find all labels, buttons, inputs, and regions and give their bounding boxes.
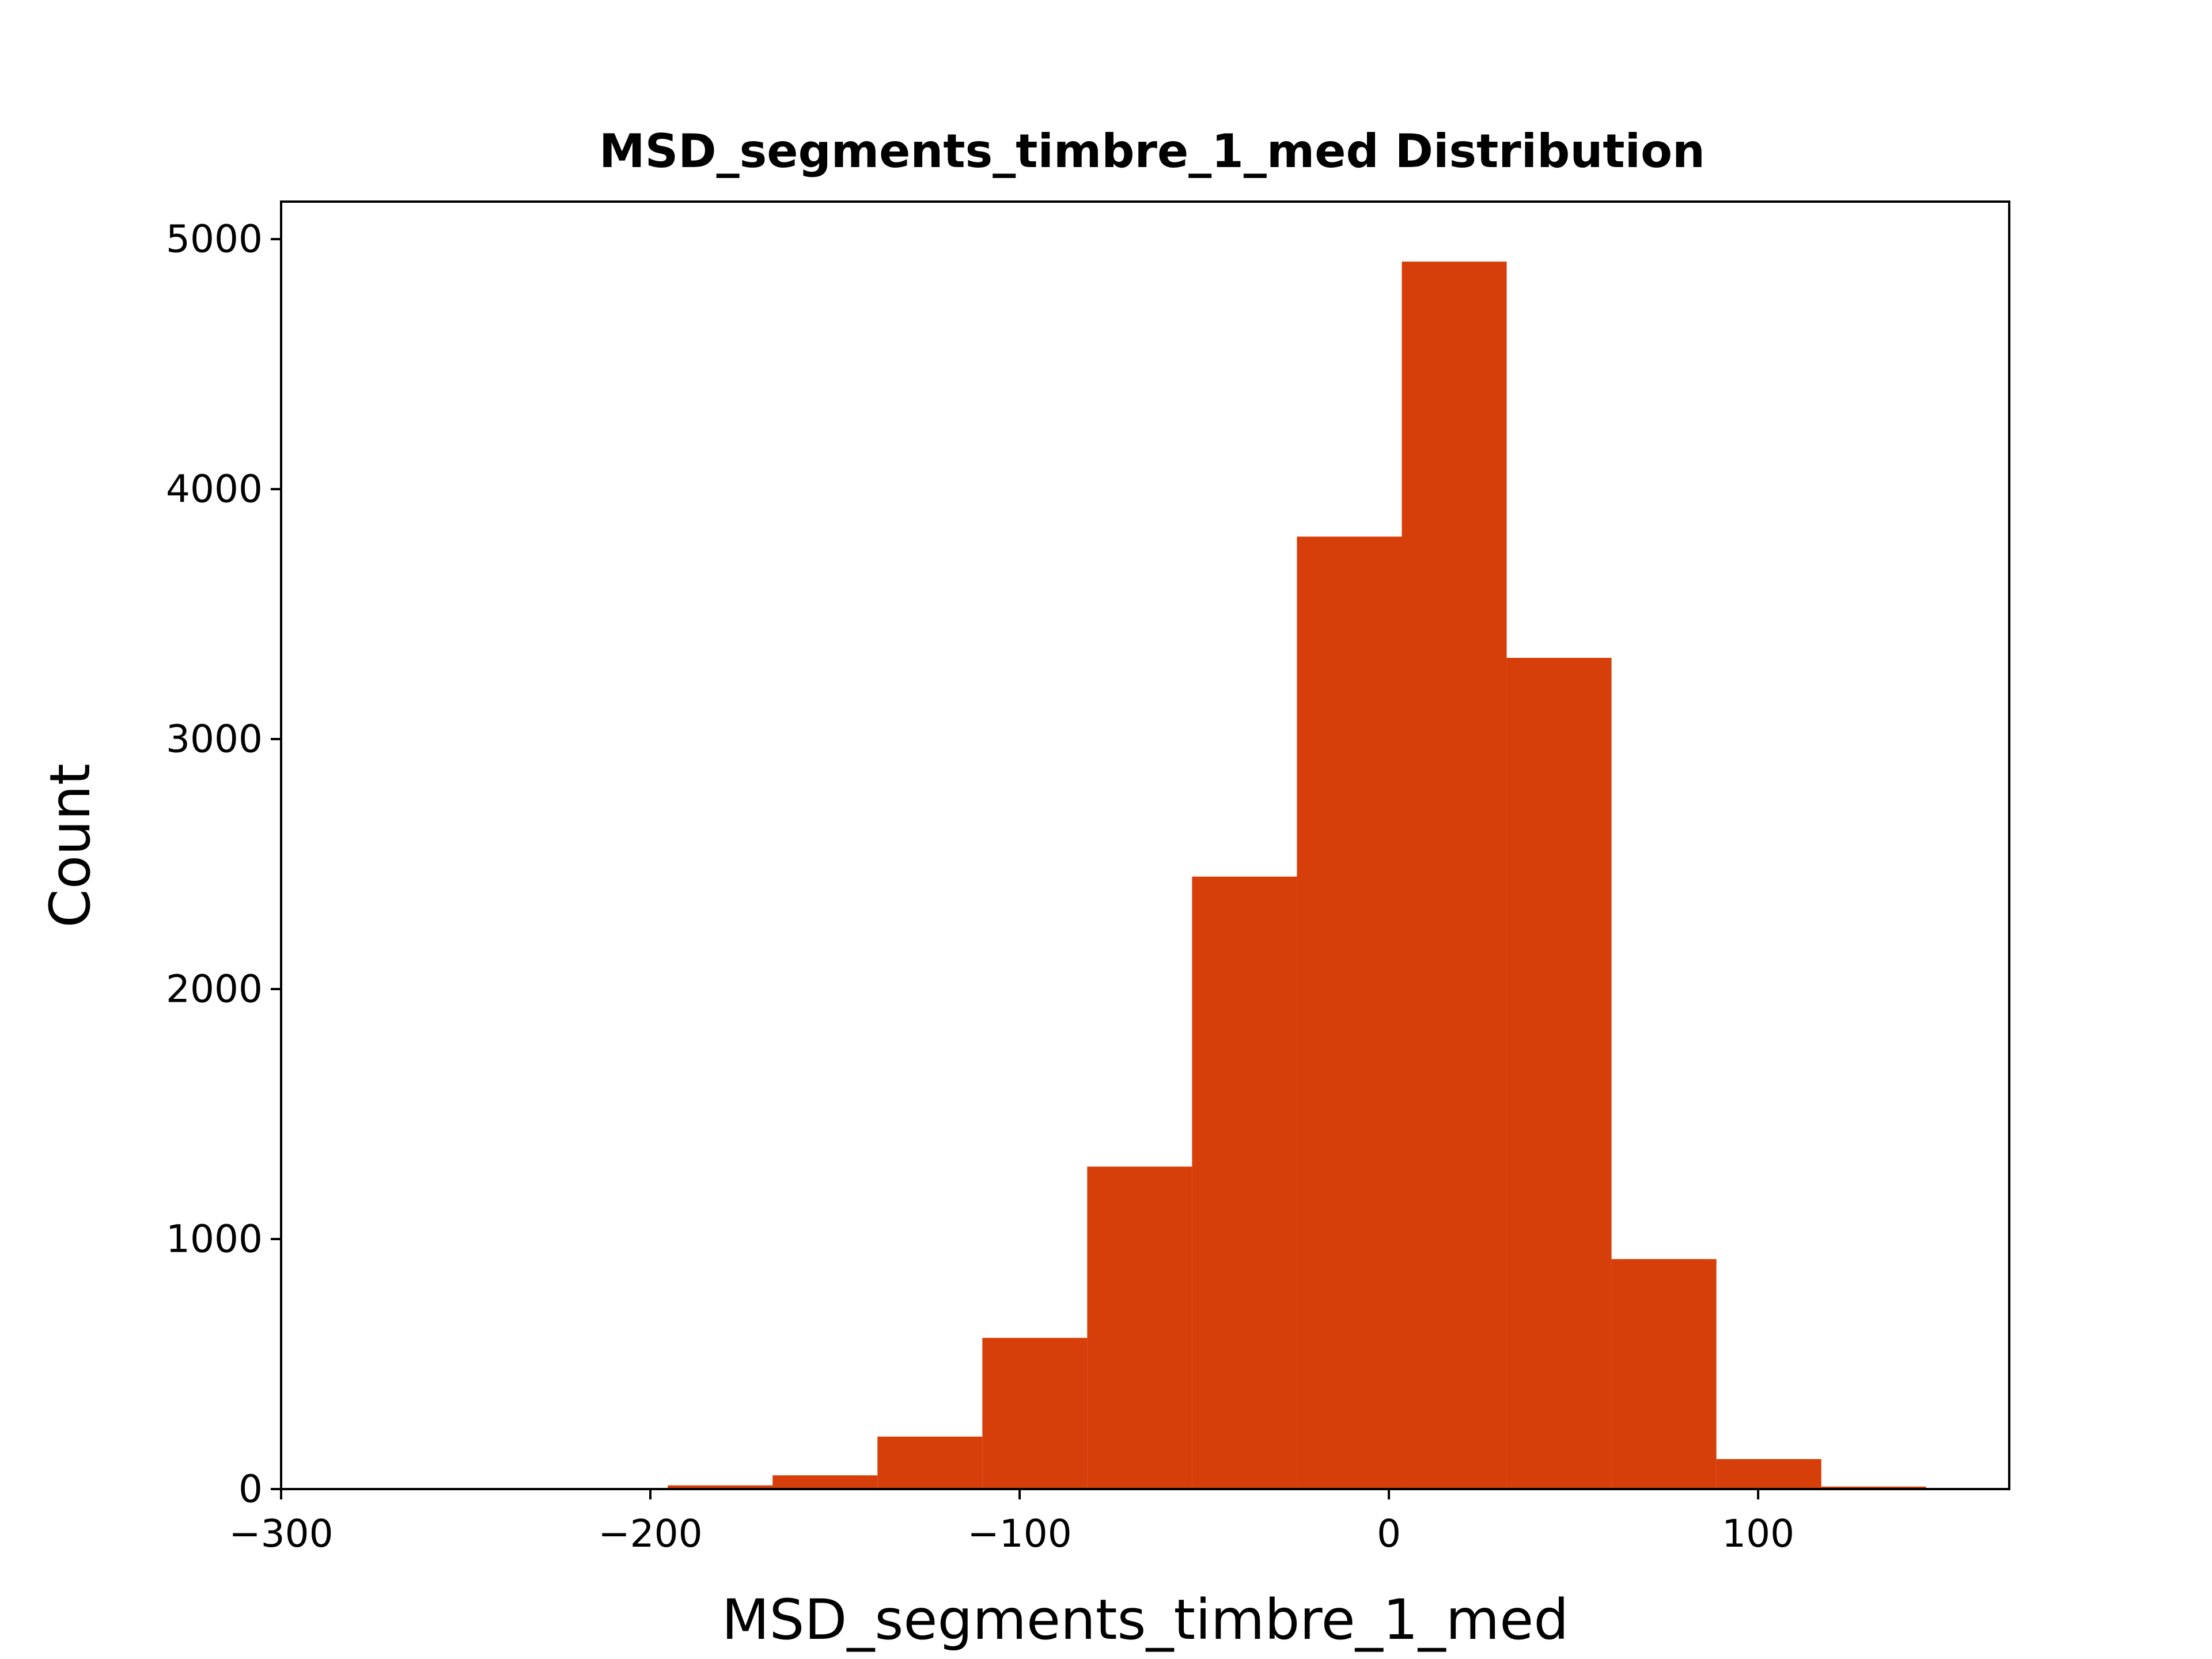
histogram-bar-10	[1716, 1459, 1821, 1489]
histogram-bar-4	[1087, 1166, 1192, 1489]
x-tick-label: −300	[229, 1512, 333, 1556]
chart-title: MSD_segments_timbre_1_med Distribution	[599, 124, 1705, 178]
x-tick-label: −100	[967, 1512, 1071, 1556]
x-axis-ticks: −300 −200 −100 0 100	[229, 1489, 1794, 1556]
y-axis-ticks: 0 1000 2000 3000 4000 5000	[166, 217, 281, 1512]
x-tick-label: 0	[1377, 1512, 1401, 1556]
bars-group	[668, 262, 1926, 1490]
histogram-bar-3	[982, 1338, 1088, 1489]
x-tick-label: 100	[1722, 1512, 1794, 1556]
x-tick-label: −200	[598, 1512, 702, 1556]
y-tick-label: 0	[238, 1467, 263, 1512]
histogram-bar-5	[1192, 876, 1297, 1489]
histogram-bar-1	[772, 1475, 878, 1489]
y-tick-label: 1000	[166, 1217, 263, 1262]
histogram-bar-9	[1611, 1259, 1717, 1489]
histogram-bar-8	[1506, 658, 1612, 1489]
y-axis-label: Count	[38, 763, 103, 927]
y-tick-label: 3000	[166, 717, 263, 762]
histogram-bar-7	[1402, 262, 1507, 1490]
y-tick-label: 2000	[166, 967, 263, 1012]
histogram-bar-2	[877, 1436, 983, 1489]
x-axis-label: MSD_segments_timbre_1_med	[722, 1588, 1569, 1652]
histogram-bar-11	[1821, 1486, 1926, 1489]
histogram-bar-6	[1297, 536, 1402, 1490]
y-tick-label: 5000	[166, 217, 263, 262]
plot-frame	[280, 200, 2010, 1490]
histogram-bar-0	[668, 1485, 773, 1489]
y-tick-label: 4000	[166, 467, 263, 512]
